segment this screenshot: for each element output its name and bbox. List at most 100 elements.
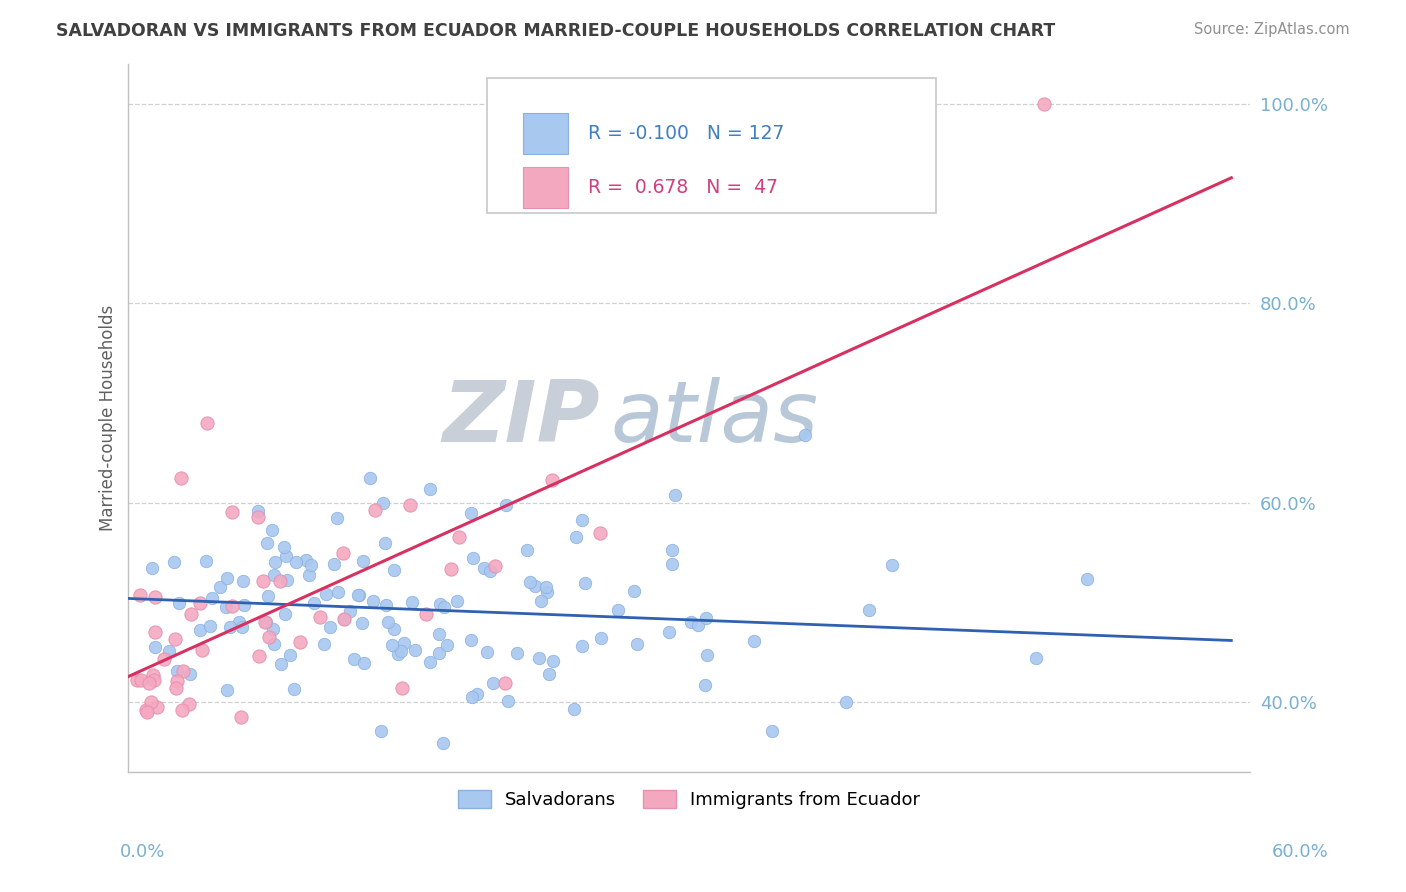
Point — [142, 668, 165, 682]
Point — [179, 697, 201, 711]
Text: SALVADORAN VS IMMIGRANTS FROM ECUADOR MARRIED-COUPLE HOUSEHOLDS CORRELATION CHAR: SALVADORAN VS IMMIGRANTS FROM ECUADOR MA… — [56, 22, 1056, 40]
Point — [304, 596, 326, 610]
Point — [257, 630, 280, 644]
Point — [299, 558, 322, 573]
Point — [141, 560, 163, 574]
Point — [392, 636, 415, 650]
Point — [541, 654, 564, 668]
Point — [353, 656, 375, 670]
Point — [478, 564, 501, 578]
Point — [460, 690, 482, 705]
Point — [571, 512, 593, 526]
Point — [217, 571, 239, 585]
Point — [527, 651, 550, 665]
Point — [283, 682, 305, 697]
Point — [427, 646, 450, 660]
Point — [326, 510, 349, 524]
Point — [125, 673, 148, 687]
Point — [315, 586, 337, 600]
Point — [252, 574, 274, 588]
Point — [463, 551, 485, 566]
Point — [312, 637, 335, 651]
Point — [343, 651, 366, 665]
Point — [333, 612, 356, 626]
Point — [208, 580, 231, 594]
Point — [143, 640, 166, 654]
Point — [537, 667, 560, 681]
Point — [260, 523, 283, 537]
Point — [276, 573, 298, 587]
Point — [141, 695, 163, 709]
Point — [129, 673, 152, 688]
Point — [170, 703, 193, 717]
Point — [460, 632, 482, 647]
Point — [129, 589, 152, 603]
Text: 0.0%: 0.0% — [120, 843, 165, 861]
Point — [389, 644, 412, 658]
Point — [374, 598, 396, 612]
Point — [172, 664, 194, 678]
Point — [693, 678, 716, 692]
Point — [170, 471, 193, 485]
Point — [166, 674, 188, 689]
Point — [322, 557, 344, 571]
Point — [229, 710, 252, 724]
Point — [188, 623, 211, 637]
Point — [374, 536, 396, 550]
Point — [377, 615, 399, 630]
Point — [273, 540, 295, 554]
Point — [495, 498, 517, 512]
Point — [221, 599, 243, 614]
Point — [371, 496, 394, 510]
Point — [626, 637, 648, 651]
Point — [169, 596, 191, 610]
Point — [163, 555, 186, 569]
Point — [339, 604, 361, 618]
Point — [194, 554, 217, 568]
Point — [256, 536, 278, 550]
Point — [215, 600, 238, 615]
Point — [298, 567, 321, 582]
Point — [135, 703, 157, 717]
Point — [359, 471, 381, 485]
Point — [370, 724, 392, 739]
Point — [541, 473, 564, 487]
Point — [574, 576, 596, 591]
Point — [696, 648, 718, 663]
Point — [494, 676, 516, 690]
Point — [623, 584, 645, 599]
Point — [1025, 651, 1047, 665]
Point — [333, 612, 356, 626]
Point — [496, 694, 519, 708]
Point — [263, 637, 285, 651]
Point — [309, 609, 332, 624]
Point — [191, 643, 214, 657]
Point — [352, 554, 374, 568]
Point — [695, 611, 717, 625]
Point — [232, 574, 254, 589]
Text: ZIP: ZIP — [441, 376, 599, 459]
Point — [247, 649, 270, 664]
Point — [165, 681, 187, 696]
Point — [564, 702, 586, 716]
Point — [166, 665, 188, 679]
Point — [460, 506, 482, 520]
FancyBboxPatch shape — [488, 78, 936, 213]
Point — [288, 635, 311, 649]
Point — [254, 615, 277, 630]
Point — [270, 657, 292, 672]
Point — [195, 416, 218, 430]
Point — [481, 676, 503, 690]
Point — [157, 644, 180, 658]
Point — [472, 561, 495, 575]
Point — [188, 596, 211, 610]
Legend: Salvadorans, Immigrants from Ecuador: Salvadorans, Immigrants from Ecuador — [451, 782, 928, 816]
Point — [519, 574, 541, 589]
Point — [201, 591, 224, 605]
Point — [404, 643, 426, 657]
Point — [246, 503, 269, 517]
Point — [387, 647, 409, 661]
Point — [218, 620, 240, 634]
Point — [257, 589, 280, 603]
Point — [664, 488, 686, 502]
